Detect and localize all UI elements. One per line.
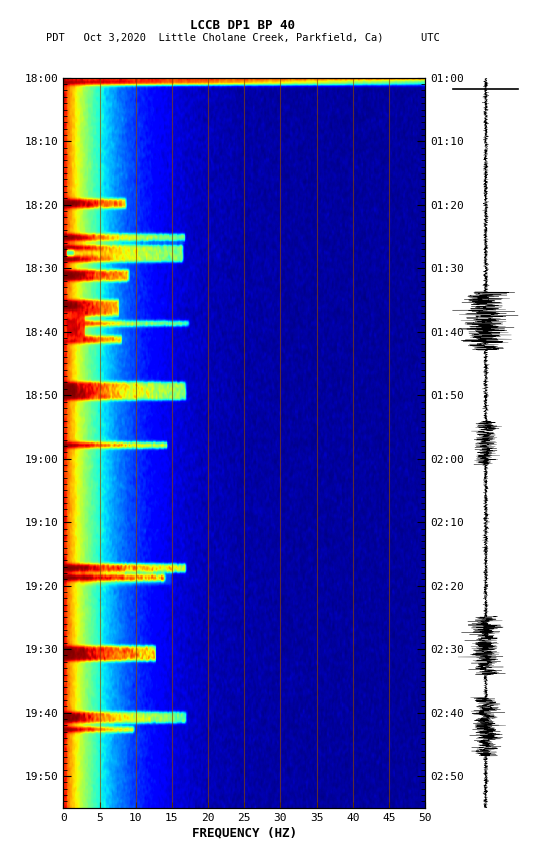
X-axis label: FREQUENCY (HZ): FREQUENCY (HZ)	[192, 827, 297, 840]
Text: LCCB DP1 BP 40: LCCB DP1 BP 40	[190, 19, 295, 32]
Text: PDT   Oct 3,2020  Little Cholane Creek, Parkfield, Ca)      UTC: PDT Oct 3,2020 Little Cholane Creek, Par…	[46, 33, 440, 43]
